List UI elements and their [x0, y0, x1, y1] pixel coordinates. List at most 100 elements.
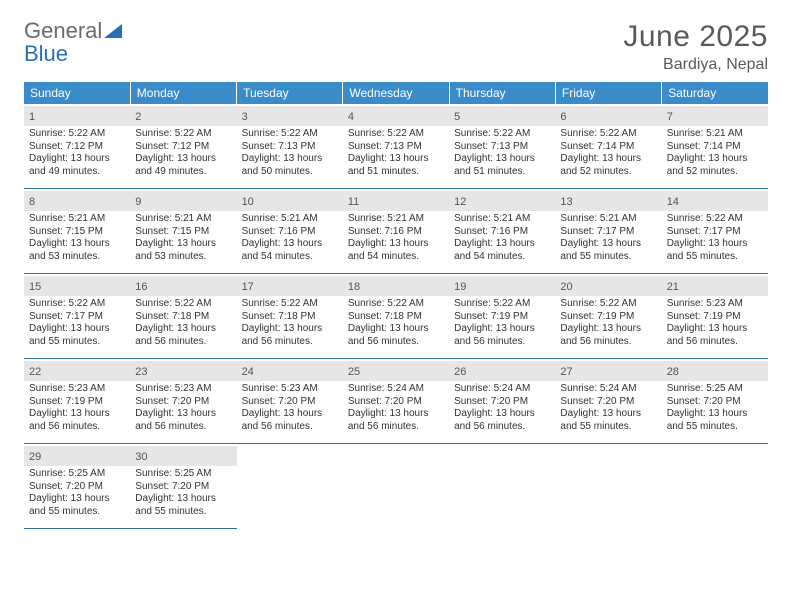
day-dl2: and 56 minutes.	[135, 421, 231, 434]
day-dl1: Daylight: 13 hours	[560, 323, 656, 336]
day-dl1: Daylight: 13 hours	[454, 323, 550, 336]
day-dl2: and 51 minutes.	[348, 166, 444, 179]
day-dl2: and 56 minutes.	[242, 421, 338, 434]
calendar-cell: 3Sunrise: 5:22 AMSunset: 7:13 PMDaylight…	[237, 104, 343, 189]
calendar-cell: 22Sunrise: 5:23 AMSunset: 7:19 PMDayligh…	[24, 359, 130, 444]
weekday-header: Saturday	[662, 82, 768, 104]
day-sunset: Sunset: 7:16 PM	[454, 226, 550, 239]
weekday-header: Sunday	[24, 82, 130, 104]
day-dl1: Daylight: 13 hours	[560, 153, 656, 166]
day-sunset: Sunset: 7:13 PM	[348, 141, 444, 154]
day-number: 15	[29, 281, 41, 293]
calendar-cell: 17Sunrise: 5:22 AMSunset: 7:18 PMDayligh…	[237, 274, 343, 359]
day-dl1: Daylight: 13 hours	[454, 408, 550, 421]
day-sunset: Sunset: 7:20 PM	[454, 396, 550, 409]
day-dl2: and 55 minutes.	[667, 251, 763, 264]
day-dl2: and 49 minutes.	[29, 166, 125, 179]
day-sunrise: Sunrise: 5:22 AM	[454, 128, 550, 141]
day-sunrise: Sunrise: 5:21 AM	[242, 213, 338, 226]
day-sunset: Sunset: 7:20 PM	[348, 396, 444, 409]
logo-triangle-icon	[104, 24, 122, 38]
day-dl2: and 56 minutes.	[135, 336, 231, 349]
day-dl1: Daylight: 13 hours	[135, 493, 231, 506]
day-dl2: and 55 minutes.	[667, 421, 763, 434]
calendar-row: 29Sunrise: 5:25 AMSunset: 7:20 PMDayligh…	[24, 444, 768, 529]
day-sunrise: Sunrise: 5:22 AM	[29, 298, 125, 311]
day-dl2: and 51 minutes.	[454, 166, 550, 179]
calendar-cell: 7Sunrise: 5:21 AMSunset: 7:14 PMDaylight…	[662, 104, 768, 189]
day-number: 20	[560, 281, 572, 293]
day-dl1: Daylight: 13 hours	[560, 238, 656, 251]
day-sunset: Sunset: 7:17 PM	[667, 226, 763, 239]
day-number: 21	[667, 281, 679, 293]
day-sunset: Sunset: 7:16 PM	[348, 226, 444, 239]
day-sunset: Sunset: 7:19 PM	[667, 311, 763, 324]
day-dl2: and 54 minutes.	[454, 251, 550, 264]
weekday-header: Thursday	[449, 82, 555, 104]
day-dl2: and 49 minutes.	[135, 166, 231, 179]
calendar-cell: 2Sunrise: 5:22 AMSunset: 7:12 PMDaylight…	[130, 104, 236, 189]
day-sunset: Sunset: 7:19 PM	[29, 396, 125, 409]
day-sunrise: Sunrise: 5:21 AM	[560, 213, 656, 226]
day-dl1: Daylight: 13 hours	[29, 408, 125, 421]
day-sunset: Sunset: 7:12 PM	[135, 141, 231, 154]
day-sunrise: Sunrise: 5:22 AM	[454, 298, 550, 311]
calendar-cell: 11Sunrise: 5:21 AMSunset: 7:16 PMDayligh…	[343, 189, 449, 274]
calendar-cell: 12Sunrise: 5:21 AMSunset: 7:16 PMDayligh…	[449, 189, 555, 274]
calendar-row: 15Sunrise: 5:22 AMSunset: 7:17 PMDayligh…	[24, 274, 768, 359]
day-dl2: and 56 minutes.	[454, 421, 550, 434]
day-sunrise: Sunrise: 5:22 AM	[29, 128, 125, 141]
day-number: 30	[135, 451, 147, 463]
day-dl2: and 56 minutes.	[29, 421, 125, 434]
day-dl1: Daylight: 13 hours	[560, 408, 656, 421]
day-sunset: Sunset: 7:20 PM	[29, 481, 125, 494]
day-number: 1	[29, 111, 35, 123]
day-number: 4	[348, 111, 354, 123]
logo-text-1: General	[24, 18, 102, 43]
calendar-cell: 13Sunrise: 5:21 AMSunset: 7:17 PMDayligh…	[555, 189, 661, 274]
day-dl1: Daylight: 13 hours	[667, 238, 763, 251]
day-dl1: Daylight: 13 hours	[29, 153, 125, 166]
day-sunset: Sunset: 7:19 PM	[454, 311, 550, 324]
calendar-cell: 21Sunrise: 5:23 AMSunset: 7:19 PMDayligh…	[662, 274, 768, 359]
day-sunset: Sunset: 7:20 PM	[135, 396, 231, 409]
day-dl1: Daylight: 13 hours	[29, 323, 125, 336]
month-title: June 2025	[623, 20, 768, 54]
day-dl2: and 52 minutes.	[667, 166, 763, 179]
day-number: 7	[667, 111, 673, 123]
weekday-header: Friday	[555, 82, 661, 104]
calendar-cell	[237, 444, 343, 529]
calendar-cell: 10Sunrise: 5:21 AMSunset: 7:16 PMDayligh…	[237, 189, 343, 274]
day-dl2: and 56 minutes.	[348, 336, 444, 349]
calendar-cell	[662, 444, 768, 529]
day-dl2: and 56 minutes.	[667, 336, 763, 349]
logo: General Blue	[24, 20, 122, 66]
calendar-cell: 4Sunrise: 5:22 AMSunset: 7:13 PMDaylight…	[343, 104, 449, 189]
calendar-cell: 20Sunrise: 5:22 AMSunset: 7:19 PMDayligh…	[555, 274, 661, 359]
day-dl1: Daylight: 13 hours	[135, 153, 231, 166]
day-sunrise: Sunrise: 5:21 AM	[135, 213, 231, 226]
day-dl2: and 56 minutes.	[348, 421, 444, 434]
day-number: 18	[348, 281, 360, 293]
day-sunrise: Sunrise: 5:22 AM	[242, 298, 338, 311]
day-sunset: Sunset: 7:20 PM	[560, 396, 656, 409]
day-number: 12	[454, 196, 466, 208]
day-number: 9	[135, 196, 141, 208]
day-number: 2	[135, 111, 141, 123]
weekday-header: Monday	[130, 82, 236, 104]
day-dl1: Daylight: 13 hours	[135, 323, 231, 336]
day-sunrise: Sunrise: 5:22 AM	[560, 128, 656, 141]
day-dl1: Daylight: 13 hours	[242, 408, 338, 421]
day-number: 27	[560, 366, 572, 378]
day-dl1: Daylight: 13 hours	[667, 323, 763, 336]
day-dl2: and 55 minutes.	[560, 421, 656, 434]
day-dl1: Daylight: 13 hours	[454, 153, 550, 166]
day-dl1: Daylight: 13 hours	[242, 153, 338, 166]
day-dl2: and 55 minutes.	[135, 506, 231, 519]
day-sunset: Sunset: 7:13 PM	[454, 141, 550, 154]
day-sunset: Sunset: 7:14 PM	[667, 141, 763, 154]
calendar-cell	[555, 444, 661, 529]
day-sunset: Sunset: 7:14 PM	[560, 141, 656, 154]
title-block: June 2025 Bardiya, Nepal	[623, 20, 768, 74]
day-dl1: Daylight: 13 hours	[135, 408, 231, 421]
